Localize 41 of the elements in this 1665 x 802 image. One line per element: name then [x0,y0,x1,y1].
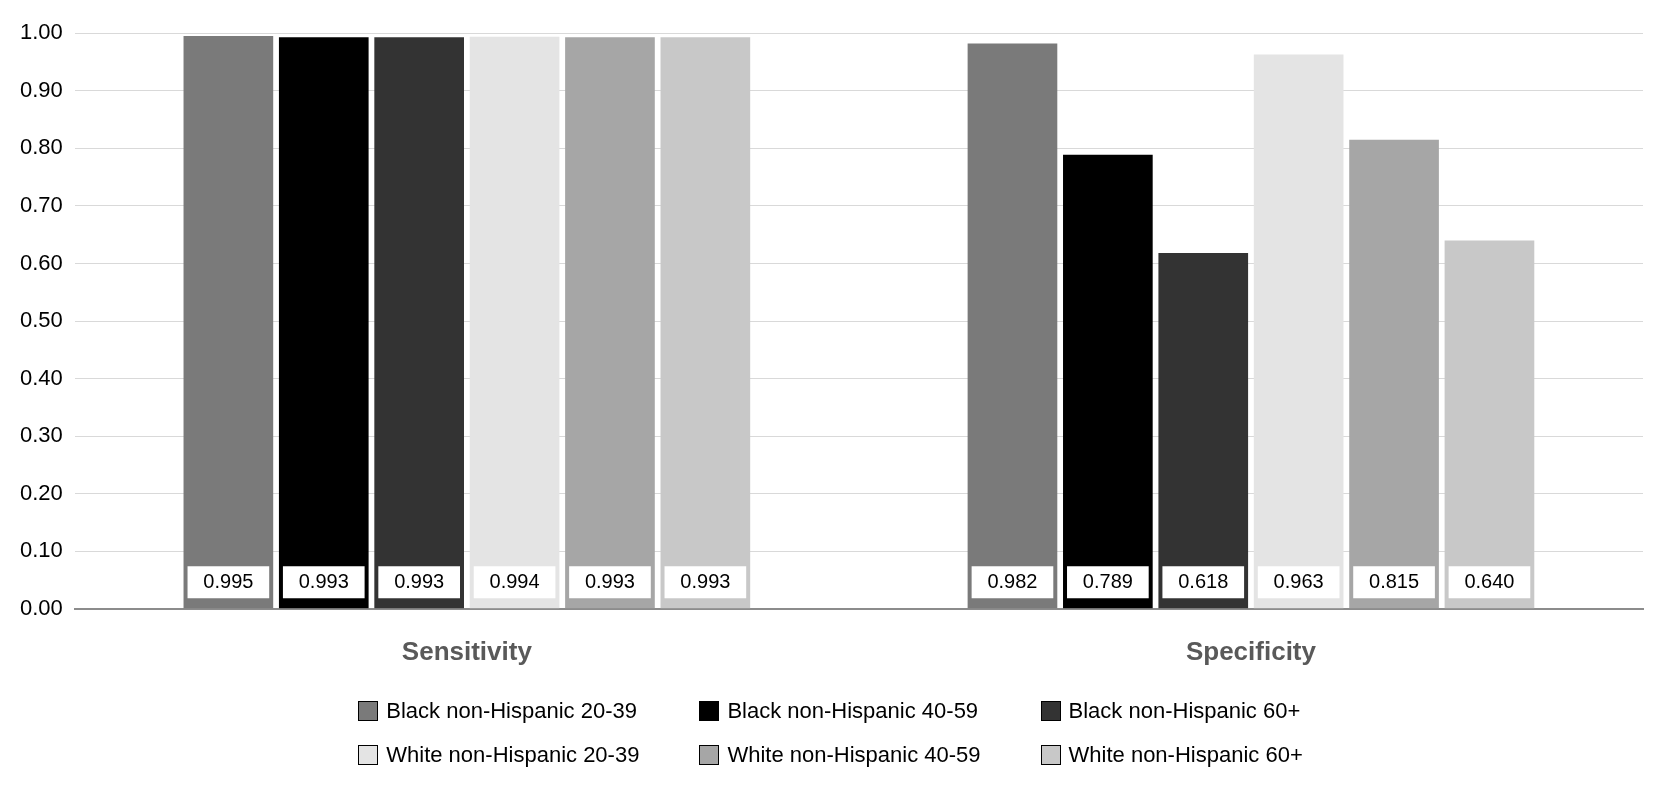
data-label: 0.815 [1369,569,1420,592]
y-tick-label: 0.00 [19,594,63,620]
y-tick-label: 0.70 [19,191,63,217]
data-label: 0.993 [298,569,349,592]
legend-label: Black non-Hispanic 40-59 [727,698,979,724]
data-label: 0.640 [1464,569,1515,592]
data-label: 0.995 [203,569,254,592]
bar [1158,253,1249,609]
y-tick-label: 1.00 [19,19,63,45]
data-label: 0.618 [1178,569,1229,592]
bar [565,37,655,609]
bar [660,37,751,609]
x-tick-label: Sensitivity [401,635,533,666]
bar [1444,240,1535,609]
y-tick-label: 0.30 [19,422,63,448]
bar [374,37,464,609]
data-label: 0.993 [584,569,635,592]
data-label: 0.993 [680,569,731,592]
bar [183,36,274,609]
y-tick-label: 0.90 [19,76,63,102]
bar [1349,139,1439,609]
data-label: 0.993 [394,569,445,592]
legend-label: White non-Hispanic 60+ [1068,742,1303,768]
y-tick-label: 0.60 [19,249,63,275]
x-tick-label: Specificity [1185,635,1317,666]
legend-label: White non-Hispanic 40-59 [727,742,981,768]
data-label: 0.994 [489,569,540,592]
data-label: 0.789 [1082,569,1133,592]
legend-label: White non-Hispanic 20-39 [386,742,640,768]
bar [278,37,369,609]
y-tick-label: 0.80 [19,134,63,160]
data-label: 0.963 [1273,569,1324,592]
bar [967,43,1058,609]
bar [1063,154,1153,609]
legend-label: Black non-Hispanic 20-39 [386,698,637,724]
y-tick-label: 0.40 [19,364,63,390]
y-tick-label: 0.10 [19,537,63,563]
legend-label: Black non-Hispanic 60+ [1068,698,1301,724]
data-label: 0.982 [987,569,1038,592]
y-tick-label: 0.20 [19,479,63,505]
y-tick-label: 0.50 [19,307,63,333]
